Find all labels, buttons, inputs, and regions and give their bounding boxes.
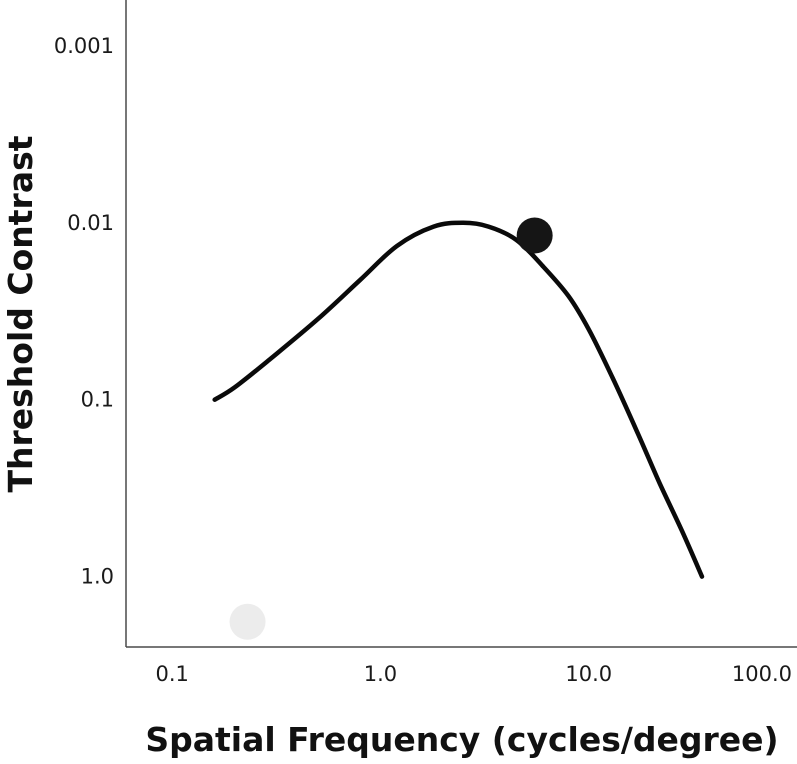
- x-tick-label: 10.0: [565, 662, 612, 686]
- y-tick-label: 0.01: [67, 211, 114, 235]
- series: [212, 217, 705, 640]
- y-tick-label: 0.001: [54, 34, 114, 58]
- y-axis-title: Threshold Contrast: [1, 135, 40, 492]
- x-tick-label: 100.0: [732, 662, 792, 686]
- csf-curve: [212, 220, 705, 579]
- y-tick-label: 1.0: [81, 565, 114, 589]
- x-axis-title: Spatial Frequency (cycles/degree): [145, 720, 778, 759]
- x-tick-labels: 0.1 1.0 10.0 100.0: [156, 662, 792, 686]
- y-tick-labels: 0.001 0.01 0.1 1.0: [54, 34, 114, 589]
- data-point-marker: [229, 603, 266, 640]
- x-tick-label: 1.0: [364, 662, 397, 686]
- y-tick-label: 0.1: [81, 388, 114, 412]
- axes: [125, 0, 797, 648]
- data-point-marker: [516, 217, 553, 254]
- x-tick-label: 0.1: [156, 662, 189, 686]
